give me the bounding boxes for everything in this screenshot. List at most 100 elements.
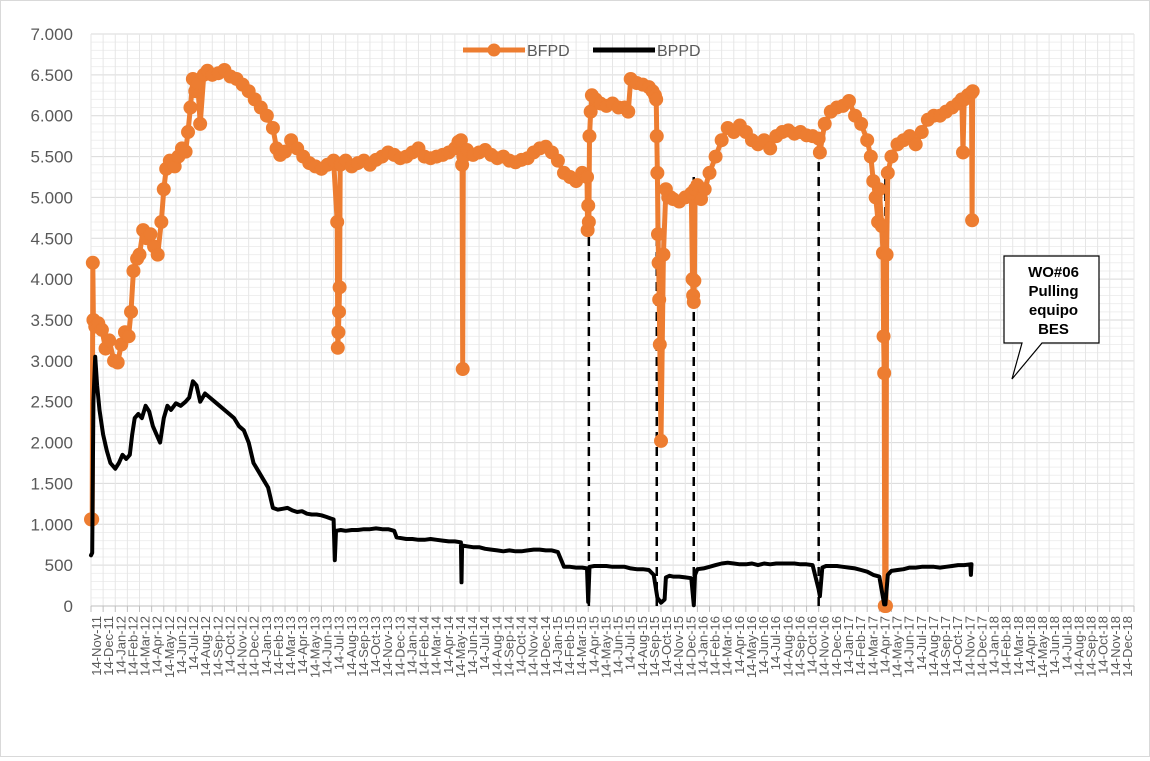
x-tick-label: 14-Mar-13 bbox=[283, 616, 298, 676]
x-tick-label: 14-Apr-16 bbox=[732, 616, 747, 674]
y-tick-label: 7.000 bbox=[30, 25, 73, 44]
series-line-bppd bbox=[89, 354, 974, 608]
y-tick-label: 3.500 bbox=[30, 311, 73, 330]
data-point-bfpd bbox=[872, 182, 887, 197]
legend-label-bfpd: BFPD bbox=[527, 43, 570, 60]
data-point-bfpd bbox=[102, 333, 117, 348]
data-point-bfpd bbox=[908, 137, 923, 152]
x-tick-label: 14-Aug-12 bbox=[198, 616, 213, 677]
data-point-bfpd bbox=[652, 292, 667, 307]
x-tick-label: 14-Jun-18 bbox=[1047, 616, 1062, 675]
x-tick-label: 14-Jan-18 bbox=[987, 616, 1002, 675]
x-tick-label: 14-Feb-14 bbox=[417, 616, 432, 676]
x-tick-label: 14-Feb-18 bbox=[999, 616, 1014, 676]
data-point-bfpd bbox=[193, 116, 208, 131]
data-point-bfpd bbox=[150, 247, 165, 262]
data-point-bfpd bbox=[332, 304, 347, 319]
x-tick-label: 14-Feb-15 bbox=[562, 616, 577, 676]
callout-text-line: Pulling bbox=[1029, 283, 1079, 300]
x-tick-label: 14-Jun-16 bbox=[756, 616, 771, 675]
data-point-bfpd bbox=[879, 247, 894, 262]
x-tick-label: 14-Oct-15 bbox=[659, 616, 674, 674]
data-point-bfpd bbox=[965, 213, 980, 228]
x-tick-label: 14-Dec-15 bbox=[683, 616, 698, 677]
x-tick-label: 14-Nov-17 bbox=[962, 616, 977, 677]
x-tick-label: 14-May-15 bbox=[598, 616, 613, 678]
x-tick-label: 14-Oct-16 bbox=[805, 616, 820, 674]
x-tick-label: 14-Sep-15 bbox=[647, 616, 662, 677]
x-tick-label: 14-Jun-12 bbox=[174, 616, 189, 675]
data-point-bfpd bbox=[812, 145, 827, 160]
x-tick-label: 14-Nov-11 bbox=[89, 616, 104, 676]
data-point-bfpd bbox=[714, 133, 729, 148]
data-point-bfpd bbox=[880, 165, 895, 180]
data-point-bfpd bbox=[85, 255, 100, 270]
data-point-bfpd bbox=[965, 84, 980, 99]
x-axis-ticks: 14-Nov-1114-Dec-1114-Jan-1214-Feb-1214-M… bbox=[89, 616, 1135, 678]
x-tick-label: 14-Sep-16 bbox=[792, 616, 807, 677]
x-tick-label: 14-Jul-14 bbox=[477, 616, 492, 670]
x-tick-label: 14-Feb-13 bbox=[271, 616, 286, 676]
data-point-bfpd bbox=[110, 355, 125, 370]
y-tick-label: 6.000 bbox=[30, 107, 73, 126]
x-tick-label: 14-Jan-12 bbox=[113, 616, 128, 675]
x-tick-label: 14-Jan-14 bbox=[404, 616, 419, 675]
legend-label-bppd: BPPD bbox=[657, 43, 701, 60]
data-point-bfpd bbox=[278, 144, 293, 159]
data-point-bfpd bbox=[708, 149, 723, 164]
x-tick-label: 14-Oct-12 bbox=[222, 616, 237, 674]
data-point-bfpd bbox=[124, 304, 139, 319]
data-point-bfpd bbox=[455, 362, 470, 377]
x-tick-label: 14-Apr-17 bbox=[877, 616, 892, 674]
x-tick-label: 14-Oct-17 bbox=[950, 616, 965, 674]
series bbox=[84, 62, 980, 613]
x-tick-label: 14-Oct-18 bbox=[1096, 616, 1111, 674]
x-tick-label: 14-Mar-16 bbox=[720, 616, 735, 676]
x-tick-label: 14-Apr-18 bbox=[1023, 616, 1038, 674]
x-tick-label: 14-Nov-15 bbox=[671, 616, 686, 677]
x-tick-label: 14-Jul-18 bbox=[1059, 616, 1074, 670]
y-tick-label: 4.500 bbox=[30, 229, 73, 248]
callout-text-line: BES bbox=[1038, 321, 1069, 338]
x-tick-label: 14-Mar-15 bbox=[574, 616, 589, 676]
data-point-bfpd bbox=[154, 214, 169, 229]
data-point-bfpd bbox=[331, 325, 346, 340]
x-tick-label: 14-Aug-18 bbox=[1071, 616, 1086, 677]
x-tick-label: 14-Nov-18 bbox=[1108, 616, 1123, 677]
data-point-bfpd bbox=[884, 149, 899, 164]
x-tick-label: 14-Dec-12 bbox=[247, 616, 262, 677]
data-point-bfpd bbox=[649, 92, 664, 107]
data-point-bfpd bbox=[656, 247, 671, 262]
x-tick-label: 14-May-16 bbox=[744, 616, 759, 678]
data-point-bfpd bbox=[652, 337, 667, 352]
x-tick-label: 14-Jun-15 bbox=[611, 616, 626, 675]
annotation-callout: WO#06 Pulling equipo BES bbox=[1003, 255, 1100, 380]
data-point-bfpd bbox=[621, 104, 636, 119]
data-point-bfpd bbox=[181, 125, 196, 140]
data-point-bfpd bbox=[581, 198, 596, 213]
data-point-bfpd bbox=[265, 120, 280, 135]
data-point-bfpd bbox=[686, 295, 701, 310]
data-point-bfpd bbox=[583, 104, 598, 119]
data-point-bfpd bbox=[650, 227, 665, 242]
data-point-bfpd bbox=[259, 108, 274, 123]
data-point-bfpd bbox=[330, 214, 345, 229]
data-point-bfpd bbox=[863, 149, 878, 164]
x-tick-label: 14-Aug-14 bbox=[489, 616, 504, 677]
x-tick-label: 14-Jul-12 bbox=[186, 616, 201, 670]
data-point-bfpd bbox=[874, 219, 889, 234]
data-point-bfpd bbox=[914, 125, 929, 140]
y-tick-label: 0 bbox=[64, 597, 73, 616]
y-tick-label: 2.000 bbox=[30, 434, 73, 453]
x-tick-label: 14-May-17 bbox=[890, 616, 905, 678]
x-tick-label: 14-Apr-13 bbox=[295, 616, 310, 674]
callout-text-line: WO#06 bbox=[1028, 264, 1079, 281]
x-tick-label: 14-Jun-13 bbox=[319, 616, 334, 675]
legend-marker-bfpd bbox=[487, 43, 501, 57]
legend: BFPD BPPD bbox=[463, 43, 701, 60]
x-tick-label: 14-Apr-14 bbox=[441, 616, 456, 674]
data-point-bfpd bbox=[550, 153, 565, 168]
data-point-bfpd bbox=[702, 165, 717, 180]
data-point-bfpd bbox=[654, 433, 669, 448]
